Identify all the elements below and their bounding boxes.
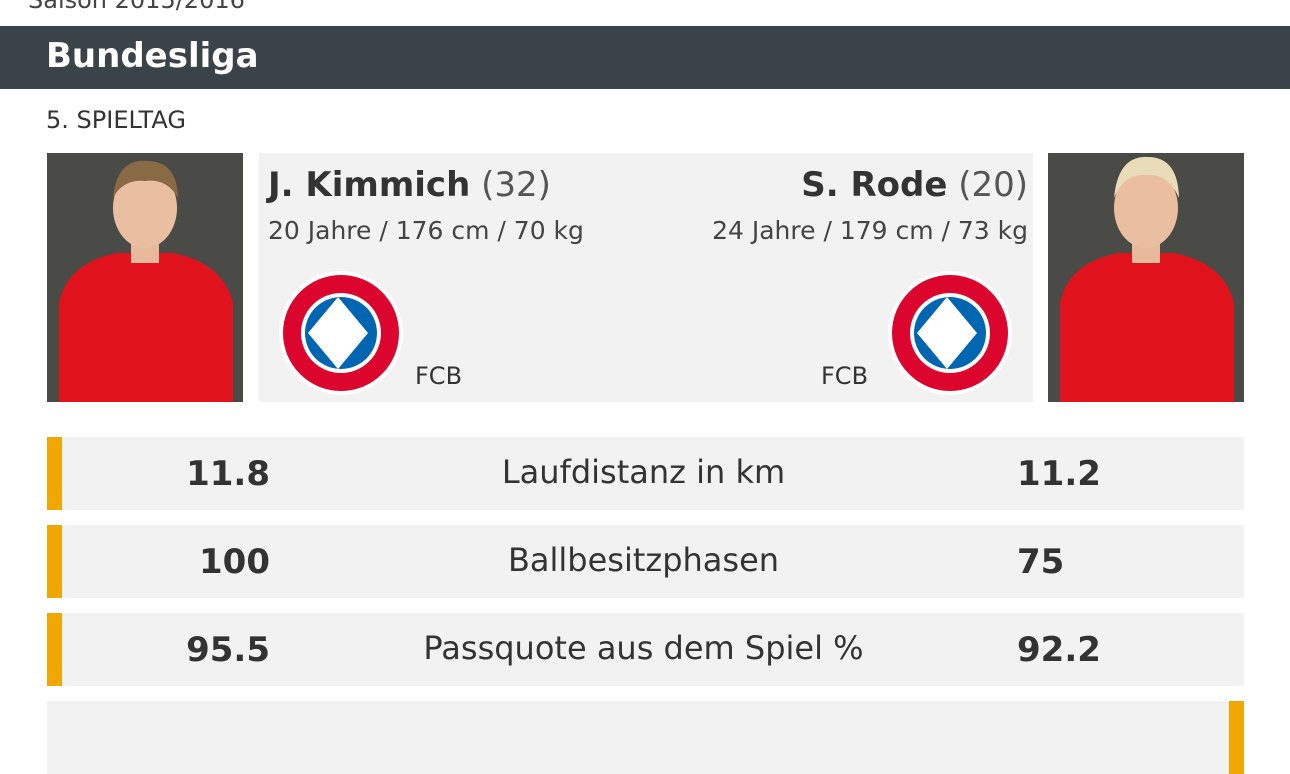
club-logo xyxy=(279,271,403,395)
club-logo xyxy=(888,271,1012,395)
stat-row: 11.8 Laufdistanz in km 11.2 xyxy=(47,437,1244,510)
left-value: 100 xyxy=(199,542,270,582)
stat-label: Passquote aus dem Spiel % xyxy=(423,629,864,667)
matchday: 5. SPIELTAG xyxy=(46,106,186,134)
right-value: 11.2 xyxy=(1017,454,1101,494)
player-photo xyxy=(47,153,243,402)
stat-label: Laufdistanz in km xyxy=(501,453,786,491)
stat-label: Ballbesitzphasen xyxy=(507,541,780,579)
left-value: 95.5 xyxy=(186,630,270,670)
right-value: 75 xyxy=(1017,542,1065,582)
player-details: 20 Jahre / 176 cm / 70 kg xyxy=(268,216,584,245)
header-bar xyxy=(0,26,1290,89)
competition: Bundesliga xyxy=(46,36,259,76)
club-code: FCB xyxy=(821,362,869,390)
stat-row xyxy=(47,701,1244,774)
club-code: FCB xyxy=(415,362,463,390)
player-photo xyxy=(1048,153,1244,402)
leader-marker xyxy=(47,437,62,510)
stat-row: 100 Ballbesitzphasen 75 xyxy=(47,525,1244,598)
right-value: 92.2 xyxy=(1017,630,1101,670)
leader-marker xyxy=(1229,701,1244,774)
leader-marker xyxy=(47,525,62,598)
season: Saison 2015/2016 xyxy=(28,0,245,14)
player-name: J. Kimmich (32) xyxy=(268,165,551,205)
player-details: 24 Jahre / 179 cm / 73 kg xyxy=(712,216,1028,245)
stat-row: 95.5 Passquote aus dem Spiel % 92.2 xyxy=(47,613,1244,686)
left-value: 11.8 xyxy=(186,454,270,494)
player-name: S. Rode (20) xyxy=(801,165,1028,205)
leader-marker xyxy=(47,613,62,686)
